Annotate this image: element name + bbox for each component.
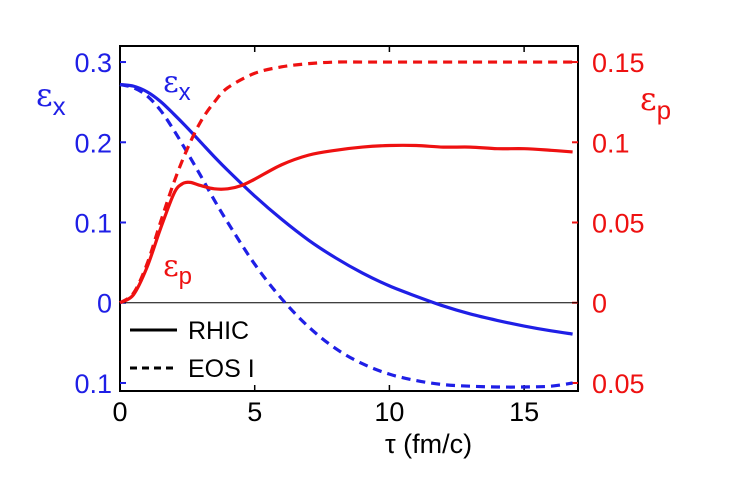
left-axis-label-sub: x bbox=[53, 91, 66, 121]
series-line-left-dashed bbox=[119, 82, 573, 389]
left-tick-label: 0.1 bbox=[74, 209, 112, 239]
legend: RHIC EOS I bbox=[130, 317, 255, 383]
series-line-right-dashed bbox=[119, 60, 573, 305]
x-tick-label: 10 bbox=[374, 397, 404, 427]
right-tick-label: 0.15 bbox=[592, 48, 645, 78]
right-axis-label: εp bbox=[640, 80, 671, 125]
legend-label-rhic: RHIC bbox=[188, 317, 249, 345]
annotation-epsilon-p: εp bbox=[163, 249, 192, 290]
right-tick-label: 0.1 bbox=[592, 128, 630, 158]
left-axis-label: εx bbox=[36, 76, 66, 121]
legend-label-eos: EOS I bbox=[188, 355, 255, 383]
series-line-right-solid bbox=[119, 143, 573, 305]
x-tick-label: 0 bbox=[112, 397, 127, 427]
x-axis-label: τ (fm/c) bbox=[385, 429, 472, 459]
left-tick-label: 0 bbox=[97, 289, 112, 319]
left-tick-label: 0.2 bbox=[74, 128, 112, 158]
x-tick-label: 15 bbox=[509, 397, 539, 427]
right-axis-label-sub: p bbox=[657, 95, 671, 125]
left-tick-label: 0.1 bbox=[74, 369, 112, 399]
series-line-left-solid bbox=[119, 82, 573, 336]
plot-frame bbox=[119, 45, 579, 392]
right-tick-label: 0 bbox=[592, 289, 607, 319]
series-layer bbox=[119, 60, 573, 389]
x-tick-label: 5 bbox=[247, 397, 262, 427]
right-tick-label: 0.05 bbox=[592, 209, 645, 239]
right-tick-label: 0.05 bbox=[592, 369, 645, 399]
annotation-epsilon-x: εx bbox=[163, 65, 191, 106]
left-tick-label: 0.3 bbox=[74, 48, 112, 78]
